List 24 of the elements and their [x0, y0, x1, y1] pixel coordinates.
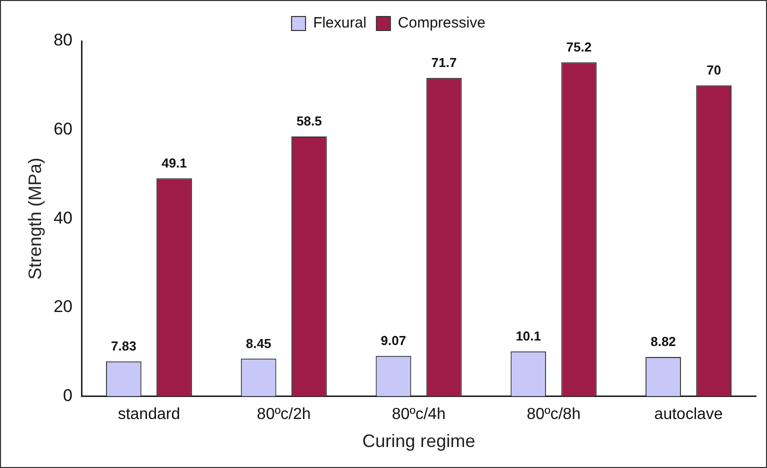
x-tick-label: standard — [118, 406, 180, 424]
data-label: 8.45 — [246, 336, 272, 351]
data-label: 75.2 — [566, 39, 592, 54]
x-tick-label: 80ºc/4h — [392, 406, 446, 424]
y-axis-title: Strength (MPa) — [24, 158, 45, 280]
legend-label: Flexural — [313, 14, 366, 32]
x-tick-label: autoclave — [654, 406, 723, 424]
data-label: 9.07 — [380, 333, 406, 348]
y-tick-label: 80 — [54, 30, 73, 50]
y-tick-label: 0 — [63, 386, 73, 405]
data-label: 10.1 — [516, 328, 542, 344]
y-tick-label: 40 — [54, 208, 73, 228]
data-label: 8.82 — [650, 334, 676, 350]
y-tick-label: 20 — [54, 297, 73, 316]
x-axis-title: Curing regime — [362, 431, 476, 452]
data-label: 71.7 — [431, 54, 457, 70]
legend-label: Compressive — [398, 14, 486, 32]
data-label: 70 — [706, 62, 722, 78]
y-tick-label: 60 — [54, 119, 73, 138]
x-tick-label: 80ºc/8h — [526, 406, 581, 424]
data-label: 7.83 — [111, 338, 136, 354]
x-tick-label: 80ºc/2h — [256, 406, 311, 424]
data-label: 58.5 — [296, 114, 322, 129]
data-label: 49.1 — [162, 155, 187, 170]
